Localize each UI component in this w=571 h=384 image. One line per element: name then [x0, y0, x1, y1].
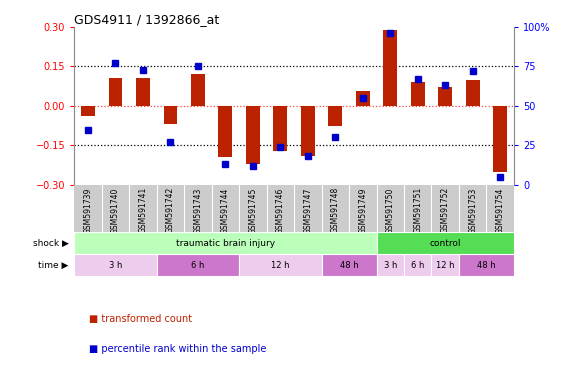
Bar	[459, 254, 514, 276]
Bar	[74, 254, 156, 276]
Bar	[274, 106, 287, 151]
Text: GSM591749: GSM591749	[358, 187, 367, 233]
Bar	[191, 74, 205, 106]
Text: GSM591743: GSM591743	[194, 187, 202, 233]
Text: GSM591745: GSM591745	[248, 187, 258, 233]
Text: GSM591739: GSM591739	[83, 187, 93, 233]
Bar	[81, 106, 95, 116]
Bar	[383, 30, 397, 106]
Text: GSM591754: GSM591754	[496, 187, 505, 233]
Bar	[432, 254, 459, 276]
Bar	[466, 79, 480, 106]
Bar	[439, 88, 452, 106]
Bar	[219, 106, 232, 157]
Text: GSM591740: GSM591740	[111, 187, 120, 233]
Text: GSM591748: GSM591748	[331, 187, 340, 233]
Bar	[321, 254, 376, 276]
Text: GDS4911 / 1392866_at: GDS4911 / 1392866_at	[74, 13, 219, 26]
Bar	[246, 106, 260, 164]
Text: GSM591751: GSM591751	[413, 187, 422, 233]
Text: 12 h: 12 h	[271, 261, 289, 270]
Bar	[156, 254, 239, 276]
Text: traumatic brain injury: traumatic brain injury	[176, 239, 275, 248]
Text: 12 h: 12 h	[436, 261, 455, 270]
Bar	[136, 78, 150, 106]
Text: 48 h: 48 h	[340, 261, 359, 270]
Bar	[376, 254, 404, 276]
Text: GSM591753: GSM591753	[468, 187, 477, 233]
Bar	[74, 232, 376, 254]
Bar	[163, 106, 177, 124]
Bar	[404, 254, 432, 276]
Bar	[328, 106, 342, 126]
Text: 6 h: 6 h	[191, 261, 204, 270]
Bar	[356, 91, 369, 106]
Text: shock ▶: shock ▶	[33, 239, 69, 248]
Bar	[108, 78, 122, 106]
Bar	[376, 232, 514, 254]
Text: GSM591750: GSM591750	[386, 187, 395, 233]
Text: GSM591744: GSM591744	[221, 187, 230, 233]
Text: time ▶: time ▶	[38, 261, 69, 270]
Bar	[239, 254, 321, 276]
Text: 3 h: 3 h	[384, 261, 397, 270]
Text: GSM591747: GSM591747	[303, 187, 312, 233]
Text: ■ percentile rank within the sample: ■ percentile rank within the sample	[89, 344, 266, 354]
Text: GSM591752: GSM591752	[441, 187, 450, 233]
Text: 6 h: 6 h	[411, 261, 424, 270]
Text: GSM591741: GSM591741	[138, 187, 147, 233]
Bar	[301, 106, 315, 156]
Bar	[411, 82, 425, 106]
Text: 3 h: 3 h	[108, 261, 122, 270]
Text: 48 h: 48 h	[477, 261, 496, 270]
Bar	[493, 106, 507, 172]
Text: ■ transformed count: ■ transformed count	[89, 314, 192, 324]
Text: GSM591742: GSM591742	[166, 187, 175, 233]
Text: control: control	[429, 239, 461, 248]
Text: GSM591746: GSM591746	[276, 187, 285, 233]
